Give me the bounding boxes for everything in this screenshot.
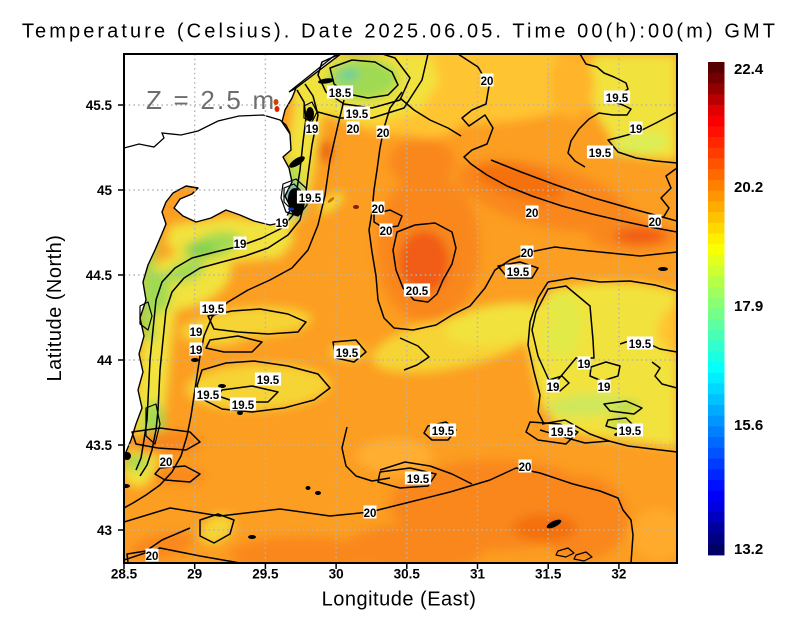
- svg-text:19: 19: [234, 239, 247, 251]
- svg-text:29: 29: [187, 567, 202, 582]
- svg-text:45: 45: [97, 183, 113, 198]
- svg-text:19.5: 19.5: [432, 426, 455, 438]
- svg-text:19: 19: [276, 218, 289, 230]
- svg-text:20: 20: [160, 457, 173, 469]
- svg-text:17.9: 17.9: [734, 298, 763, 315]
- svg-text:32: 32: [611, 567, 626, 582]
- svg-text:19.5: 19.5: [197, 390, 220, 402]
- svg-text:20: 20: [380, 226, 393, 238]
- svg-text:19: 19: [190, 345, 203, 357]
- svg-text:28.5: 28.5: [111, 567, 138, 582]
- svg-text:30: 30: [329, 567, 344, 582]
- svg-text:29.5: 29.5: [252, 567, 279, 582]
- svg-text:43.5: 43.5: [86, 438, 113, 453]
- svg-text:43: 43: [97, 523, 113, 538]
- svg-text:20: 20: [377, 128, 390, 140]
- svg-text:19.5: 19.5: [336, 348, 359, 360]
- svg-text:19: 19: [190, 327, 203, 339]
- svg-text:13.2: 13.2: [734, 541, 763, 558]
- svg-text:30.5: 30.5: [394, 567, 421, 582]
- svg-text:19: 19: [306, 124, 319, 136]
- svg-text:Temperature (Celsius). Date 20: Temperature (Celsius). Date 2025.06.05. …: [22, 21, 778, 43]
- svg-text:31: 31: [470, 567, 486, 582]
- svg-text:20: 20: [519, 462, 532, 474]
- svg-text:44: 44: [97, 353, 113, 368]
- svg-text:19.5: 19.5: [346, 109, 369, 121]
- svg-text:19: 19: [630, 124, 643, 136]
- svg-text:19.5: 19.5: [606, 93, 629, 105]
- svg-text:20: 20: [364, 508, 377, 520]
- svg-text:20: 20: [526, 208, 539, 220]
- svg-text:15.6: 15.6: [734, 417, 763, 434]
- svg-text:31.5: 31.5: [535, 567, 562, 582]
- svg-text:19: 19: [598, 382, 611, 394]
- svg-text:18.5: 18.5: [329, 88, 352, 100]
- svg-text:19.5: 19.5: [232, 400, 255, 412]
- svg-text:Longitude (East): Longitude (East): [322, 589, 477, 611]
- svg-text:20.2: 20.2: [734, 179, 763, 196]
- svg-text:20: 20: [146, 551, 159, 563]
- svg-text:20: 20: [372, 204, 385, 216]
- svg-text:22.4: 22.4: [734, 61, 764, 78]
- svg-text:Latitude (North): Latitude (North): [44, 235, 66, 382]
- svg-text:19.5: 19.5: [589, 148, 612, 160]
- svg-text:20: 20: [347, 124, 360, 136]
- svg-text:19: 19: [578, 359, 591, 371]
- svg-text:20: 20: [521, 248, 534, 260]
- svg-text:19.5: 19.5: [407, 474, 430, 486]
- svg-text:19.5: 19.5: [299, 193, 322, 205]
- svg-text:20: 20: [481, 76, 494, 88]
- svg-text:45.5: 45.5: [86, 98, 113, 113]
- svg-text:19.5: 19.5: [507, 267, 530, 279]
- svg-text:19.5: 19.5: [629, 339, 652, 351]
- svg-text:19.5: 19.5: [257, 375, 280, 387]
- svg-text:Z = 2.5 m: Z = 2.5 m: [146, 85, 276, 115]
- svg-text:19.5: 19.5: [551, 427, 574, 439]
- svg-text:20: 20: [649, 217, 662, 229]
- svg-text:19.5: 19.5: [619, 426, 642, 438]
- svg-text:19: 19: [547, 382, 560, 394]
- svg-text:19.5: 19.5: [202, 304, 225, 316]
- svg-text:20.5: 20.5: [406, 286, 429, 298]
- svg-text:44.5: 44.5: [86, 268, 113, 283]
